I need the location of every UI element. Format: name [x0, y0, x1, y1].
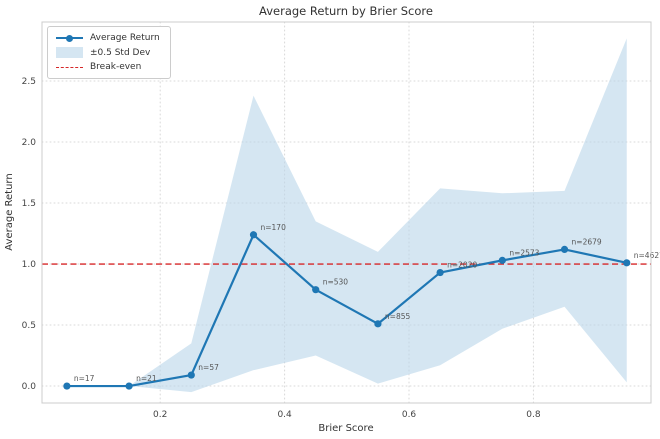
legend-label-std-dev: ±0.5 Std Dev — [90, 47, 151, 58]
data-point-marker-n=2020 — [436, 268, 444, 277]
data-point-marker-n=4627 — [623, 259, 631, 267]
data-point-marker-n=2679 — [560, 245, 569, 254]
legend-item-average-return: Average Return — [56, 33, 160, 43]
y-tick-label-2.0: 2.0 — [22, 138, 37, 148]
y-tick-label-1.5: 1.5 — [22, 199, 36, 209]
annotation-label-6: n=2020 — [447, 261, 477, 270]
x-tick-label-0.4: 0.4 — [277, 410, 292, 420]
annotation-label-3: n=170 — [261, 223, 287, 232]
legend: Average Return ±0.5 Std Dev Break-even — [47, 26, 171, 79]
chart-title: Average Return by Brier Score — [259, 4, 433, 18]
data-point-marker-n=855 — [374, 320, 382, 328]
annotation-label-0: n=17 — [74, 374, 95, 383]
x-tick-label-0.6: 0.6 — [402, 410, 417, 420]
data-point-marker-n=170 — [249, 231, 258, 239]
x-tick-label-0.2: 0.2 — [153, 410, 167, 420]
legend-item-std-dev: ±0.5 Std Dev — [56, 47, 160, 58]
x-axis-label: Brier Score — [318, 423, 373, 434]
y-tick-label-2.5: 2.5 — [22, 77, 36, 87]
dashed-line-swatch — [56, 66, 83, 68]
marker-dot-icon — [66, 34, 73, 42]
std-dev-band — [66, 38, 627, 393]
legend-label-average-return: Average Return — [90, 33, 160, 43]
x-tick-label-0.8: 0.8 — [526, 410, 541, 420]
data-point-marker-n=57 — [187, 371, 195, 379]
plot-border — [41, 21, 652, 404]
annotation-label-2: n=57 — [198, 363, 219, 372]
annotation-layer: n=17 n=21 n=57 n=170 n=530 n=855 n=2020 n=2573 n… — [74, 223, 660, 383]
annotation-label-7: n=2573 — [509, 248, 539, 257]
std-dev-band-layer — [66, 38, 627, 393]
line-marker-swatch — [56, 34, 83, 42]
annotation-label-5: n=855 — [385, 312, 411, 321]
annotation-label-4: n=530 — [323, 278, 349, 287]
data-point-marker-n=17 — [63, 382, 71, 390]
data-point-marker-n=2573 — [498, 256, 506, 264]
average-return-line — [65, 233, 628, 388]
y-axis-label: Average Return — [4, 173, 15, 250]
annotation-label-9: n=4627 — [634, 251, 660, 260]
data-point-marker-n=530 — [312, 286, 320, 294]
average-return-line-layer — [63, 231, 631, 390]
y-tick-label-0.0: 0.0 — [22, 382, 37, 392]
legend-label-break-even: Break-even — [90, 62, 142, 72]
y-tick-label-0.5: 0.5 — [22, 321, 36, 331]
annotation-label-1: n=21 — [136, 374, 157, 383]
legend-item-break-even: Break-even — [56, 62, 160, 72]
band-patch-swatch — [56, 47, 83, 58]
tick-label-layer: 0.2 0.4 0.6 0.8 0.0 0.5 1.0 1.5 2.0 2.5 — [22, 77, 541, 420]
annotation-label-8: n=2679 — [572, 237, 602, 246]
data-point-marker-n=21 — [125, 382, 133, 390]
y-tick-label-1.0: 1.0 — [22, 260, 37, 270]
